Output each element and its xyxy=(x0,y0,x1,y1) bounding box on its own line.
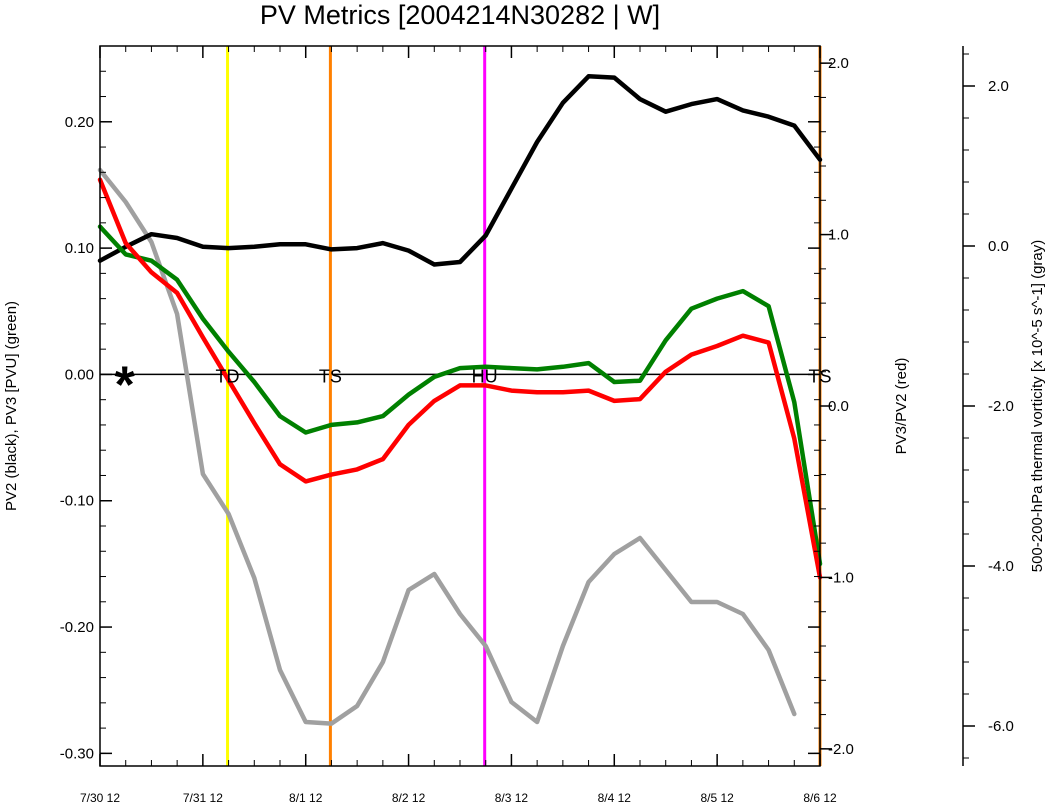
right-axis-label: PV3/PV2 (red) xyxy=(893,358,910,455)
chart-title: PV Metrics [2004214N30282 | W] xyxy=(260,0,660,30)
far-right-tick-label: 2.0 xyxy=(988,78,1009,95)
stage-label-hu: HU xyxy=(472,366,498,386)
stage-label-td: TD xyxy=(216,366,240,386)
far-right-tick-label: -4.0 xyxy=(988,558,1014,575)
series-line-pv3-pv2 xyxy=(97,177,823,580)
left-tick-label: 0.00 xyxy=(65,366,94,383)
right-tick-label: 0.0 xyxy=(828,398,849,415)
stage-label-ts: TS xyxy=(319,366,342,386)
x-tick-label: 8/2 12 xyxy=(392,791,426,805)
left-tick-label: 0.20 xyxy=(65,114,94,131)
left-tick-label: -0.30 xyxy=(60,745,94,762)
far-right-tick-label: -2.0 xyxy=(988,398,1014,415)
stage-label-ts: TS xyxy=(808,366,831,386)
right-tick-label: -2.0 xyxy=(828,741,854,758)
x-tick-label: 8/5 12 xyxy=(700,791,734,805)
left-tick-label: -0.10 xyxy=(60,493,94,510)
x-tick-label: 7/30 12 xyxy=(80,791,120,805)
far-right-axis-label: 500-200-hPa thermal vorticity [x 10^-5 s… xyxy=(1029,240,1046,573)
series-line-thermal-vorticity xyxy=(97,167,797,726)
series-line-pv2 xyxy=(97,74,823,267)
x-tick-label: 7/31 12 xyxy=(183,791,223,805)
x-tick-label: 8/6 12 xyxy=(803,791,837,805)
right-tick-label: 1.0 xyxy=(828,227,849,244)
genesis-marker: * xyxy=(115,356,136,414)
plot-frame xyxy=(99,45,821,767)
left-tick-label: 0.10 xyxy=(65,240,94,257)
x-tick-label: 8/1 12 xyxy=(289,791,323,805)
right-tick-label: -1.0 xyxy=(828,569,854,586)
right-tick-label: 2.0 xyxy=(828,55,849,72)
left-axis-label: PV2 (black), PV3 [PVU] (green) xyxy=(3,301,20,511)
x-tick-label: 8/3 12 xyxy=(495,791,529,805)
far-right-tick-label: -6.0 xyxy=(988,718,1014,735)
x-tick-label: 8/4 12 xyxy=(598,791,632,805)
series-line-pv3 xyxy=(97,224,823,567)
left-tick-label: -0.20 xyxy=(60,619,94,636)
far-right-tick-label: 0.0 xyxy=(988,238,1009,255)
